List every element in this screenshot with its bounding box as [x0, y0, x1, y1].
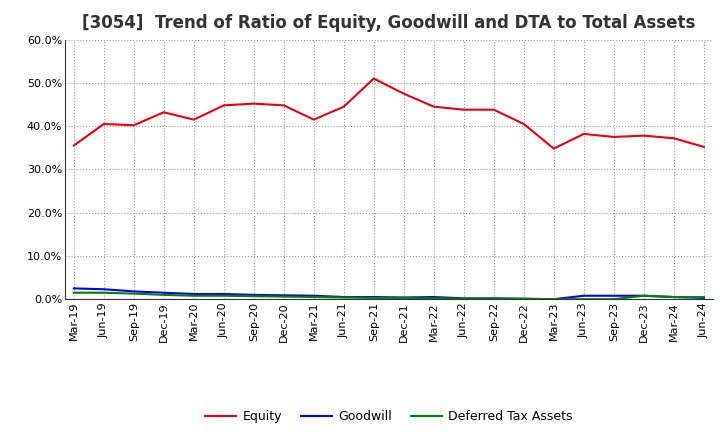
Deferred Tax Assets [459, 296, 468, 301]
Goodwill [400, 295, 408, 300]
Goodwill [670, 294, 678, 300]
Goodwill [429, 294, 438, 300]
Goodwill [490, 296, 498, 301]
Equity [69, 143, 78, 148]
Deferred Tax Assets [699, 294, 708, 300]
Deferred Tax Assets [670, 294, 678, 300]
Deferred Tax Assets [250, 293, 258, 299]
Equity [340, 104, 348, 109]
Line: Deferred Tax Assets: Deferred Tax Assets [73, 293, 703, 299]
Goodwill [220, 291, 228, 297]
Goodwill [130, 289, 138, 294]
Equity [189, 117, 198, 122]
Equity [490, 107, 498, 112]
Equity [429, 104, 438, 109]
Goodwill [549, 297, 558, 302]
Deferred Tax Assets [310, 294, 318, 300]
Goodwill [580, 293, 588, 298]
Deferred Tax Assets [580, 297, 588, 302]
Equity [609, 134, 618, 139]
Equity [670, 136, 678, 141]
Deferred Tax Assets [220, 293, 228, 298]
Equity [130, 123, 138, 128]
Goodwill [250, 292, 258, 297]
Deferred Tax Assets [549, 297, 558, 302]
Deferred Tax Assets [519, 296, 528, 301]
Equity [699, 144, 708, 150]
Line: Goodwill: Goodwill [73, 288, 703, 299]
Equity [99, 121, 108, 127]
Legend: Equity, Goodwill, Deferred Tax Assets: Equity, Goodwill, Deferred Tax Assets [200, 405, 577, 428]
Deferred Tax Assets [279, 294, 288, 299]
Goodwill [699, 295, 708, 301]
Equity [279, 103, 288, 108]
Equity [310, 117, 318, 122]
Equity [519, 121, 528, 127]
Equity [549, 146, 558, 151]
Goodwill [369, 294, 378, 300]
Goodwill [639, 293, 648, 298]
Equity [160, 110, 168, 115]
Deferred Tax Assets [189, 293, 198, 298]
Title: [3054]  Trend of Ratio of Equity, Goodwill and DTA to Total Assets: [3054] Trend of Ratio of Equity, Goodwil… [82, 15, 696, 33]
Equity [250, 101, 258, 106]
Deferred Tax Assets [609, 297, 618, 302]
Goodwill [189, 291, 198, 297]
Equity [369, 76, 378, 81]
Equity [580, 131, 588, 136]
Goodwill [279, 293, 288, 298]
Deferred Tax Assets [639, 293, 648, 298]
Deferred Tax Assets [160, 292, 168, 297]
Goodwill [609, 293, 618, 298]
Equity [220, 103, 228, 108]
Equity [400, 91, 408, 96]
Goodwill [69, 286, 78, 291]
Deferred Tax Assets [130, 291, 138, 296]
Goodwill [340, 294, 348, 300]
Equity [459, 107, 468, 112]
Line: Equity: Equity [73, 78, 703, 149]
Goodwill [160, 290, 168, 295]
Deferred Tax Assets [99, 290, 108, 295]
Deferred Tax Assets [69, 290, 78, 295]
Deferred Tax Assets [490, 296, 498, 301]
Goodwill [310, 293, 318, 298]
Goodwill [99, 286, 108, 292]
Deferred Tax Assets [369, 295, 378, 301]
Goodwill [519, 296, 528, 301]
Deferred Tax Assets [400, 295, 408, 301]
Goodwill [459, 296, 468, 301]
Deferred Tax Assets [429, 296, 438, 301]
Deferred Tax Assets [340, 295, 348, 300]
Equity [639, 133, 648, 138]
